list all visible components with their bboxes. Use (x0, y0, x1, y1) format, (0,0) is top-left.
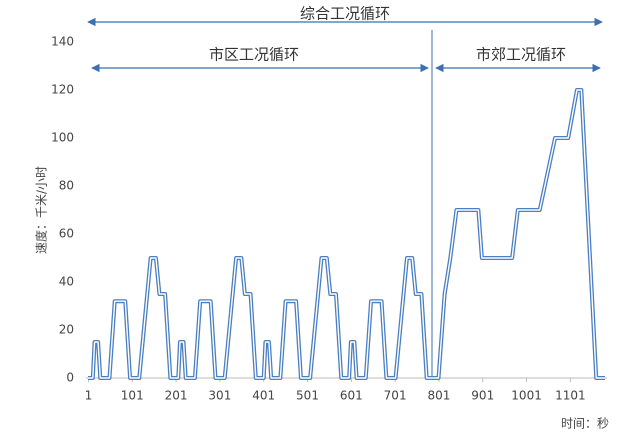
y-tick-label: 80 (59, 179, 74, 193)
chart-title: 综合工况循环 (300, 5, 390, 23)
x-tick-label: 101 (121, 389, 144, 403)
x-axis-label: 时间：秒 (561, 417, 609, 431)
x-tick-label: 1 (85, 389, 93, 403)
x-tick-label: 201 (165, 389, 188, 403)
y-axis-label: 速度：千米/小时 (34, 166, 49, 254)
y-tick-label: 100 (51, 131, 74, 145)
x-tick-label: 1101 (555, 389, 586, 403)
x-tick-label: 601 (340, 389, 363, 403)
y-tick-label: 60 (59, 227, 74, 241)
x-tick-label: 801 (427, 389, 450, 403)
x-tick-label: 401 (252, 389, 275, 403)
x-tick-label: 1001 (511, 389, 542, 403)
series-line (88, 88, 605, 380)
annotation: 市郊工况循环 (476, 46, 566, 64)
y-tick-label: 120 (51, 83, 74, 97)
y-tick-label: 140 (51, 35, 74, 49)
x-tick-label: 301 (208, 389, 231, 403)
x-tick-label: 501 (296, 389, 319, 403)
annotation: 市区工况循环 (209, 46, 299, 64)
y-tick-label: 0 (66, 371, 74, 385)
y-tick-label: 20 (59, 323, 74, 337)
x-tick-label: 701 (384, 389, 407, 403)
x-tick-label: 901 (471, 389, 494, 403)
y-tick-label: 40 (59, 275, 74, 289)
series-line-inner (88, 89, 605, 379)
